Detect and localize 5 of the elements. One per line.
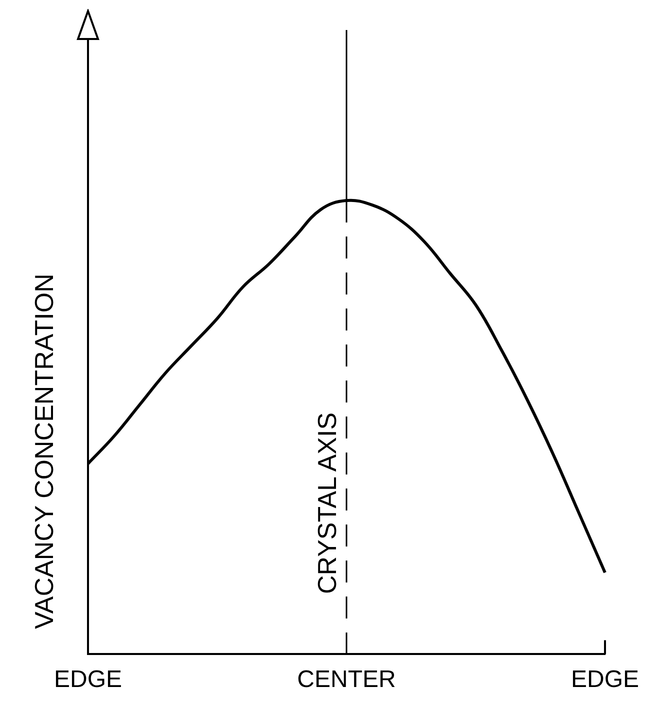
ref-line-label: CRYSTAL AXIS: [312, 412, 342, 594]
x-tick-label: CENTER: [297, 666, 396, 694]
x-tick-label: EDGE: [54, 666, 122, 694]
x-tick-label: EDGE: [570, 666, 640, 694]
y-axis-title: VACANCY CONCENTRATION: [29, 274, 59, 630]
